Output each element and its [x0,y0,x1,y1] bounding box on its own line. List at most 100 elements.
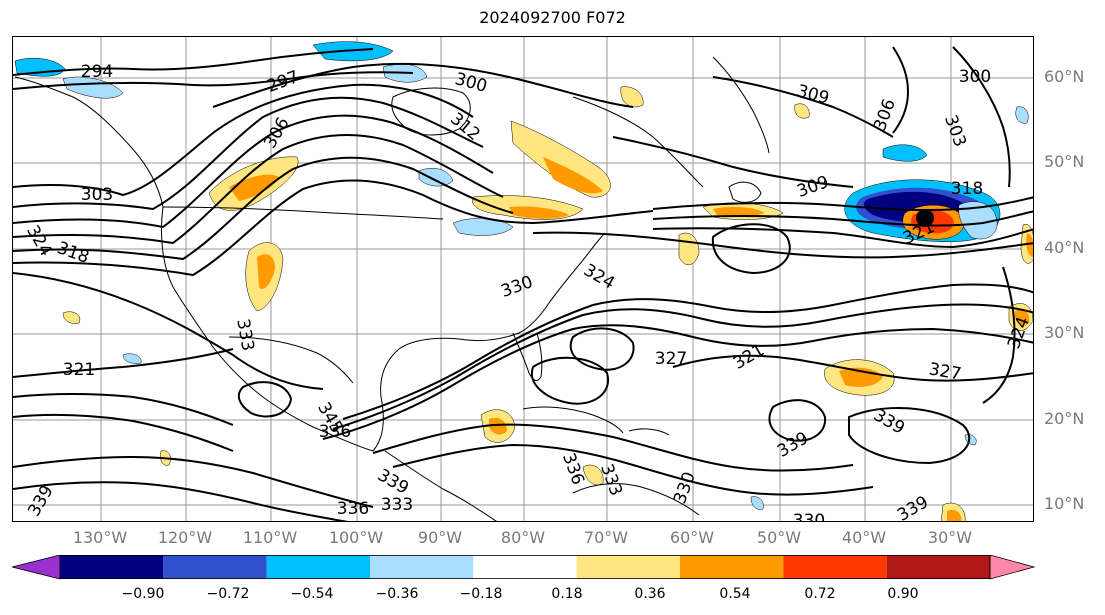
contour-atl-1 [652,196,1033,212]
contour-jet-2 [332,303,1033,430]
shade-positive-light [543,157,603,194]
colorbar-tick-label: −0.36 [375,586,419,602]
contour-loop-2 [530,356,610,405]
contour-label: 324 [22,222,56,260]
shade-positive-light [489,417,507,435]
contour-label: 324 [580,260,618,294]
lon-label-30w: 30°W [927,528,973,547]
contour-label: 333 [232,317,257,352]
colorbar-arrow-low [11,555,61,580]
shade-positive-pale [582,464,604,486]
colorbar-tick-label: 0.72 [804,586,836,602]
lon-label-110w: 110°W [242,528,298,547]
theta-contours [13,46,1033,521]
contour-lat-1 [612,136,854,188]
contour-label: 300 [453,69,490,97]
shade-negative-pale [62,76,124,99]
contour-west-loop [237,381,293,418]
contour-333 [392,443,874,496]
colorbar-swatch [886,555,990,579]
lon-label-40w: 40°W [841,528,887,547]
colorbar-tick-label: 0.54 [719,586,751,602]
colorbar-tick-label: 0.90 [887,586,919,602]
contour-label: 318 [951,179,983,199]
lon-label-50w: 50°W [756,528,802,547]
colorbar-swatch [783,555,887,579]
shade-positive-pale [620,86,644,108]
contour-339 [13,481,348,521]
contour-label: 294 [81,62,113,82]
shade-negative-pale [122,353,142,364]
colorbar-tick-label: −0.72 [206,586,250,602]
lon-label-100w: 100°W [328,528,384,547]
contour-label: 321 [63,360,95,380]
shade-negative-pale [958,201,998,240]
shade-positive-light [947,509,962,521]
contour-label: 339 [894,492,932,522]
shade-positive-light [257,254,275,289]
contour-ne-1 [892,46,909,134]
contour-336 [13,455,374,508]
contour-294 [13,48,374,76]
contour-jet-1 [342,283,1033,420]
florida [512,332,543,381]
contour-east-1 [982,266,1016,404]
lon-label-120w: 120°W [157,528,213,547]
colorbar-tick-label: 0.36 [634,586,666,602]
contour-label: 336 [337,499,369,519]
shade-negative-pale [452,217,514,236]
lat-label-50n: 50°N [1044,152,1085,171]
shade-positive-pale [678,232,700,265]
contour-jet-3 [322,324,1033,440]
contour-label: 330 [498,272,535,302]
shade-negative-pale [1015,106,1029,124]
colorbar-tick-label: −0.54 [290,586,334,602]
hispaniola [628,428,670,436]
shade-negative-light [312,41,394,62]
labrador-coast [572,96,704,188]
lon-label-70w: 70°W [583,528,629,547]
contour-324 [13,272,324,390]
contour-306 [13,96,484,211]
contour-297 [13,71,414,90]
contour-label: 336 [319,422,351,442]
colorbar-arrow-high [989,555,1036,580]
shade-positive-light [713,206,765,217]
cuba [522,406,624,434]
figure-title: 2024092700 F072 [479,8,626,27]
contour-pac-2 [13,413,234,452]
shade-positive-pale [62,311,81,324]
contour-label: 303 [81,185,113,205]
contour-315 [13,156,514,261]
contour-300 [212,62,634,108]
lon-label-130w: 130°W [72,528,128,547]
colorbar-tick-label: 0.18 [551,586,583,602]
colorbar-swatch [473,555,577,579]
lat-label-40n: 40°N [1044,238,1085,257]
shade-negative-pale [964,434,977,446]
colorbar-tick-label: −0.18 [459,586,503,602]
shade-negative-pale [750,496,764,510]
graticule [13,37,1033,521]
contour-label: 330 [670,469,700,506]
colorbar-border [59,555,991,579]
contour-330 [372,423,854,472]
contour-sub-loop [768,399,827,442]
colorbar-swatch [370,555,474,579]
contour-318 [13,179,654,277]
anomaly-shading [14,41,1033,521]
north-america-west-coast [14,76,374,452]
colorbar-swatch [576,555,680,579]
shade-positive-light [1015,309,1030,326]
storm-center-marker [916,209,934,227]
lon-label-60w: 60°W [669,528,715,547]
colorbar [11,555,1036,580]
shade-positive-light [1026,233,1033,257]
contour-atl-low [711,223,791,275]
map-panel: 294 297 300 309 306 303 312 306 303 300 318 309 321 3… [12,36,1034,522]
newfoundland [728,181,762,203]
contour-327 [672,354,1033,382]
contour-pac-1 [13,393,234,426]
contour-303 [13,83,474,197]
